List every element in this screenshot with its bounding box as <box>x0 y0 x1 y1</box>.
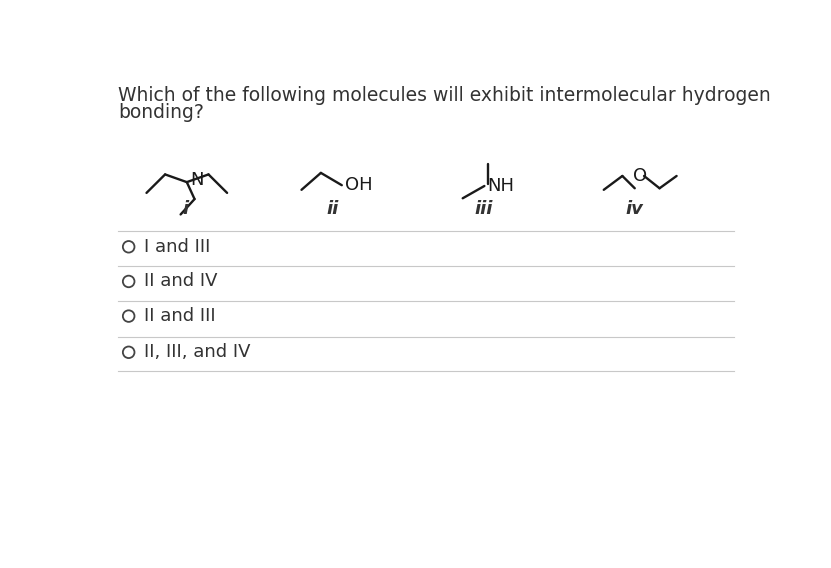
Text: II, III, and IV: II, III, and IV <box>144 343 251 361</box>
Text: II and IV: II and IV <box>144 273 218 290</box>
Text: iii: iii <box>475 200 493 218</box>
Text: Which of the following molecules will exhibit intermolecular hydrogen: Which of the following molecules will ex… <box>118 86 770 105</box>
Text: II and III: II and III <box>144 307 216 325</box>
Text: bonding?: bonding? <box>118 103 204 122</box>
Text: I and III: I and III <box>144 238 210 256</box>
Text: OH: OH <box>345 176 372 194</box>
Text: NH: NH <box>488 177 514 195</box>
Text: ii: ii <box>327 200 338 218</box>
Text: N: N <box>190 171 204 189</box>
Text: iv: iv <box>626 200 644 218</box>
Text: i: i <box>182 200 189 218</box>
Text: O: O <box>633 167 647 185</box>
